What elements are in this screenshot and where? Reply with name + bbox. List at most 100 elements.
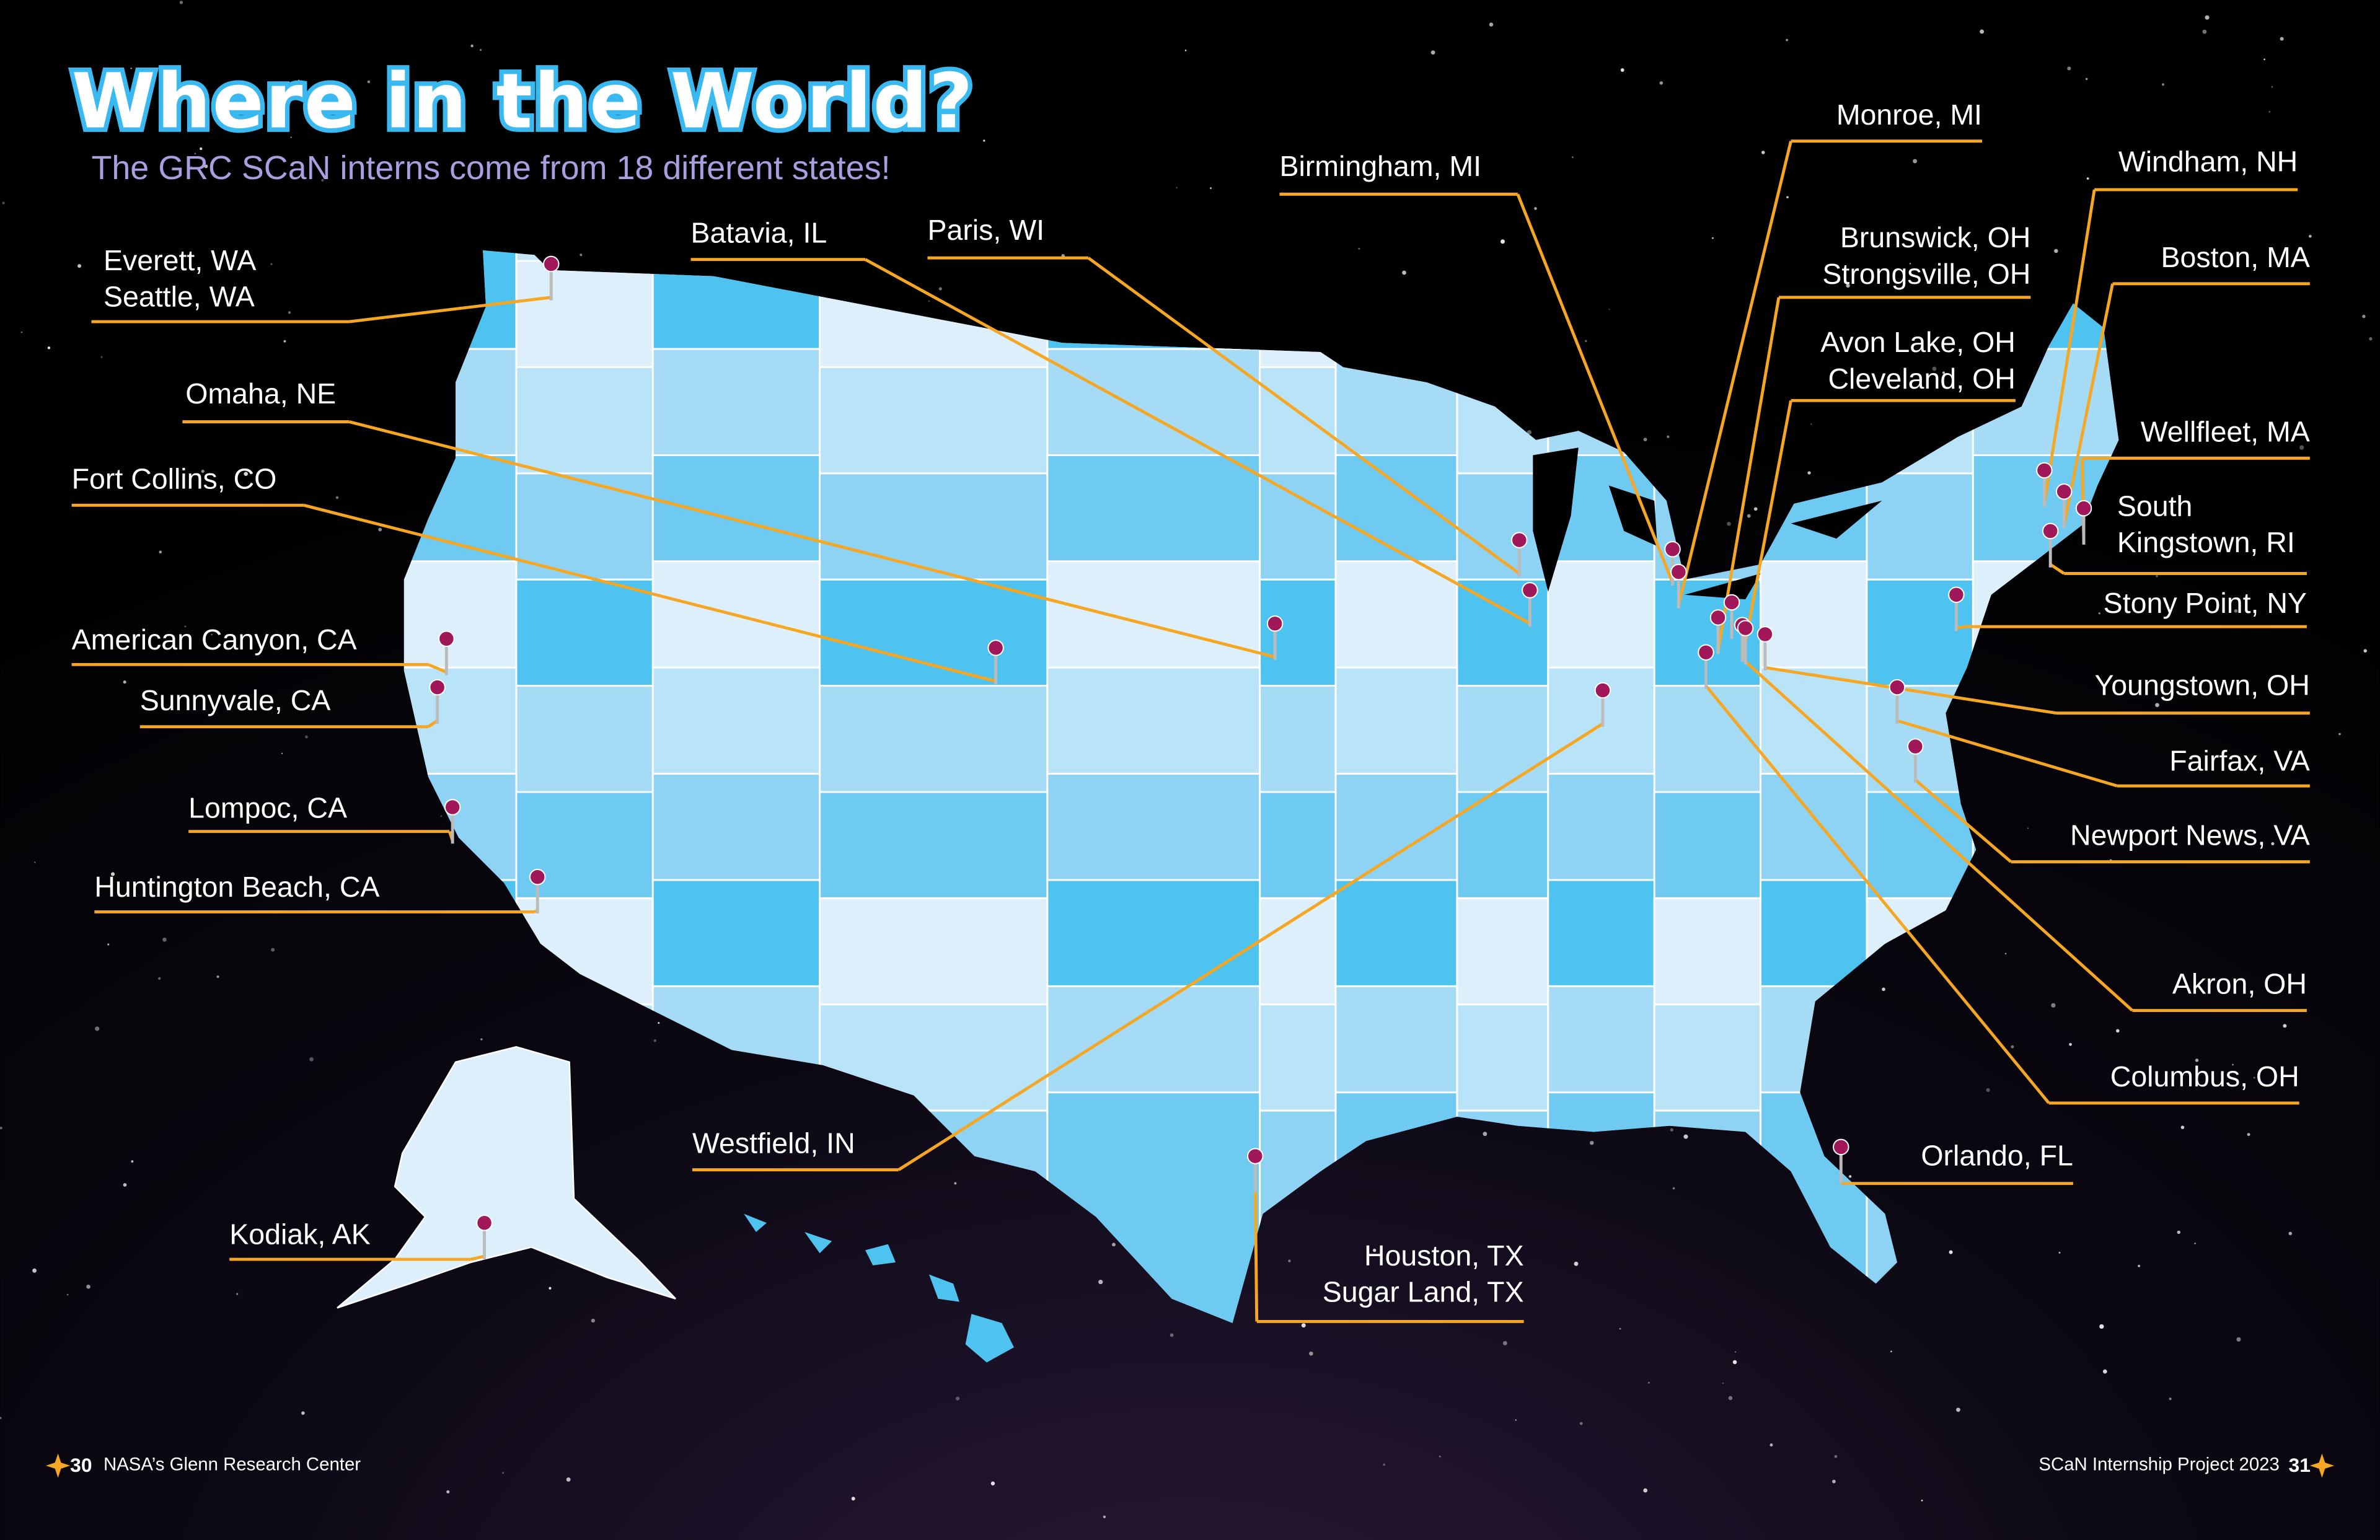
location: Windham, NH [2036,146,2298,507]
location-labels: Everett, WA Seattle, WA Omaha, NE Fort Coll… [72,99,2310,1323]
star [470,44,474,48]
state [1547,985,1655,1094]
star [378,527,382,532]
leader-line [428,663,447,674]
pin-head [444,799,461,816]
star [123,680,126,684]
star [2202,29,2207,34]
star [2011,1045,2014,1049]
star [1761,151,1765,154]
footer-text: NASA’s Glenn Research Center [104,1454,361,1474]
star [130,68,132,69]
location-label: Wellfleet, MA [2141,415,2310,447]
star [1579,1422,1583,1425]
star [271,948,275,952]
state [515,472,654,581]
state [1046,985,1261,1094]
star [47,346,51,350]
location: Fort Collins, CO [72,462,1004,685]
star [1103,1515,1106,1518]
pin-head [1833,1138,1849,1156]
star [2115,1029,2120,1033]
pin-head [1723,594,1740,611]
star [321,178,324,182]
star [2058,1251,2061,1254]
star [290,136,292,138]
star [1659,81,1664,85]
state [1334,985,1458,1094]
location: Brunswick, OH Strongsville, OH [1709,221,2031,654]
alaska [337,1046,676,1309]
star [2138,1264,2140,1267]
location-label: Birmingham, MI [1279,150,1481,182]
star [1672,1187,1675,1190]
state [1653,1003,1762,1112]
star [1647,1381,1650,1384]
title: Where in the World? [72,57,974,146]
star [480,1038,483,1041]
star [1810,423,1812,425]
star [1786,38,1788,42]
location: Columbus, OH [1698,644,2299,1105]
state [651,454,821,563]
star [1942,371,1945,374]
star [1753,507,1758,511]
star [1358,247,1360,250]
state [1046,454,1261,563]
page-number: 31 [2289,1454,2311,1476]
star [1683,1134,1688,1139]
pin-head [1594,682,1611,699]
star [850,120,853,123]
star [405,119,407,121]
state [1547,560,1655,669]
star [2247,1133,2250,1137]
state [1046,879,1261,987]
location-label: Fort Collins, CO [72,462,277,495]
state [1547,879,1655,987]
leader-line [1716,297,1781,651]
star [1667,435,1670,438]
state [819,578,1049,687]
star [270,263,273,265]
leader-line [1765,666,2057,715]
star [1430,50,1435,55]
star [1735,1351,1737,1353]
location: Lompoc, CA [188,792,461,844]
location-label: Lompoc, CA [188,792,347,824]
pin-head [1907,738,1924,755]
location-label: Fairfax, VA [2169,745,2310,777]
pin-head [1756,626,1774,643]
star [1956,1407,1960,1412]
star [2102,1369,2107,1374]
star [566,1477,571,1482]
location: Monroe, MI [1670,99,1982,609]
location-label: Houston, TX [1364,1239,1524,1272]
star [1620,68,1624,72]
state [1259,685,1337,793]
location: Batavia, IL [691,217,1538,627]
star [1619,1327,1621,1330]
location: Houston, TX Sugar Land, TX [1247,1148,1524,1323]
star [1439,1455,1441,1458]
state [1259,897,1337,1006]
pin-head [2055,483,2073,500]
star [162,937,167,942]
star [1590,1140,1594,1145]
star [1986,1088,1990,1093]
location: Newport News, VA [1907,738,2310,864]
pin-head [1670,563,1687,581]
star [2004,953,2007,955]
location-label: Omaha, NE [185,377,336,410]
star [2180,1125,2185,1129]
state [651,879,821,987]
location: Sunnyvale, CA [139,679,446,729]
state [1046,560,1261,669]
pin-head [1266,615,1284,632]
location-label: Kingstown, RI [2117,526,2295,558]
state [1334,773,1458,881]
star [200,147,203,151]
star [480,49,482,51]
star [1732,1360,1737,1365]
star [77,264,82,268]
